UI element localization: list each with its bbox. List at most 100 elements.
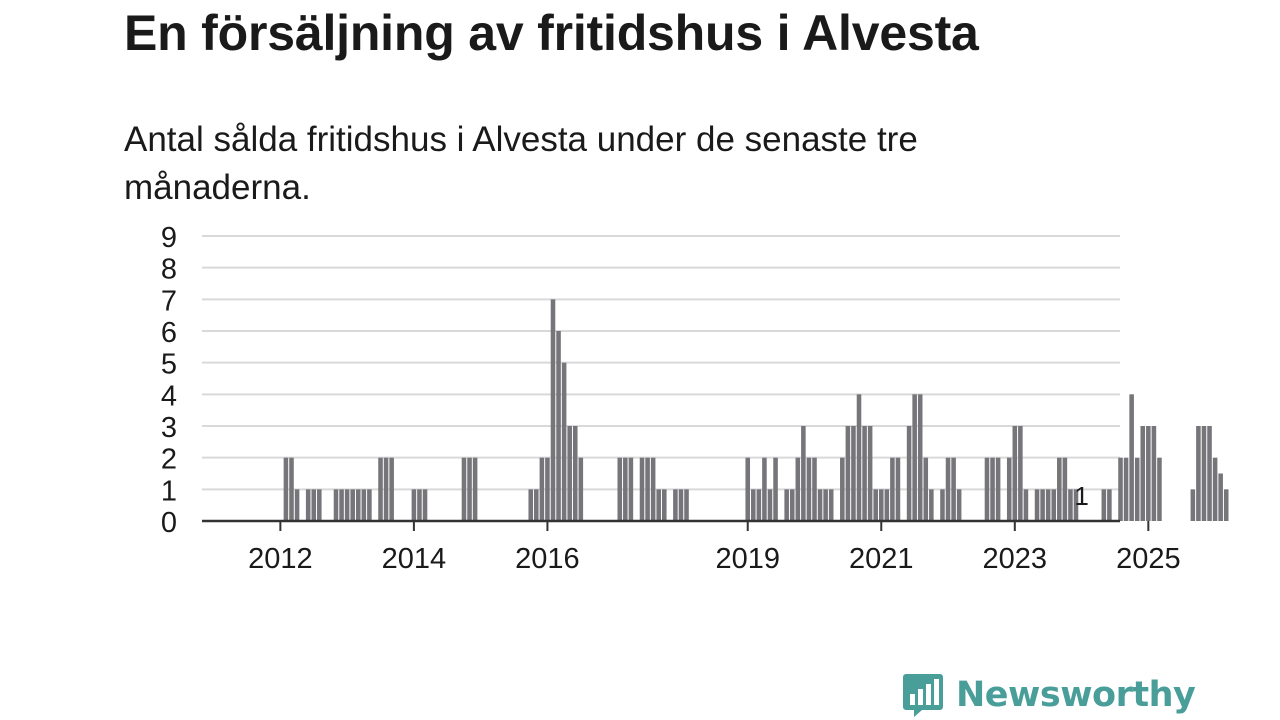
bar [422,489,428,521]
bar [951,457,956,521]
bar [1040,489,1045,521]
bar [1101,489,1107,521]
bar [895,457,901,521]
x-tick-label: 2019 [715,543,780,575]
bar [940,489,945,521]
y-tick-label: 8 [161,254,177,286]
bar [945,457,951,521]
bar [684,489,689,521]
bar [561,362,567,521]
bar [1207,426,1212,521]
x-tick-label: 2014 [382,543,447,575]
bar [884,489,890,521]
bar [650,457,656,521]
bar [789,489,795,521]
chart-title: En försäljning av fritidshus i Alvesta [124,5,979,61]
bar [639,457,645,521]
bar [389,457,394,521]
bar [862,426,867,521]
bar [1190,489,1196,521]
bar [1140,426,1146,521]
bar [923,457,929,521]
bar [467,457,472,521]
bar [1057,457,1062,521]
bar [1045,489,1051,521]
bar [317,489,322,521]
bar [745,457,751,521]
bar [812,457,817,521]
y-tick-label: 1 [161,475,177,507]
bar [617,457,623,521]
newsworthy-logo: Newsworthy [902,672,1196,718]
bar [756,489,762,521]
bar [417,489,422,521]
bar [283,457,289,521]
bar [673,489,678,521]
bar [534,489,539,521]
bar [367,489,372,521]
bar [929,489,934,521]
bar [1146,426,1151,521]
bar [984,457,990,521]
bar [995,457,1001,521]
bar [1123,457,1129,521]
bar [472,457,478,521]
bar [851,426,856,521]
bar [1129,394,1134,521]
brand-name: Newsworthy [956,675,1196,715]
highlight-value-label: 1 [1074,481,1088,511]
bar [572,426,578,521]
bar [773,457,778,521]
x-tick-label: 2023 [983,543,1048,575]
newsworthy-bar-icon [903,674,943,717]
bar [762,457,767,521]
bar [912,394,917,521]
gridlines [202,235,1120,491]
bar [767,489,773,521]
bar [1062,457,1068,521]
bar [828,489,834,521]
bar [1023,489,1029,521]
bar [990,457,995,521]
bar [867,426,873,521]
bar [355,489,361,521]
bar [350,489,355,521]
x-tick-label: 2021 [849,543,914,575]
bar [567,426,572,521]
bar [856,394,862,521]
bar [1223,489,1229,521]
bar [550,299,556,521]
bar [339,489,344,521]
bar [1006,457,1012,521]
bar [678,489,684,521]
bar [528,489,534,521]
bar [1134,457,1140,521]
bar [801,426,806,521]
bar [333,489,339,521]
bar [917,394,923,521]
bar [1118,457,1123,521]
x-tick-label: 2025 [1116,543,1181,575]
bar [1073,489,1079,521]
x-tick-label: 2016 [515,543,580,575]
bar [878,489,884,521]
bar [411,489,417,521]
bar [806,457,812,521]
bar [539,457,545,521]
bar [1201,426,1207,521]
bar [817,489,823,521]
bar [383,457,389,521]
y-tick-label: 5 [161,349,177,381]
bar [461,457,467,521]
bar [578,457,584,521]
bar [545,457,550,521]
bar [823,489,828,521]
bar [1012,426,1018,521]
bar [956,489,962,521]
bar [1157,457,1162,521]
y-tick-label: 9 [161,222,177,254]
y-tick-label: 7 [161,285,177,317]
bar [556,331,561,521]
